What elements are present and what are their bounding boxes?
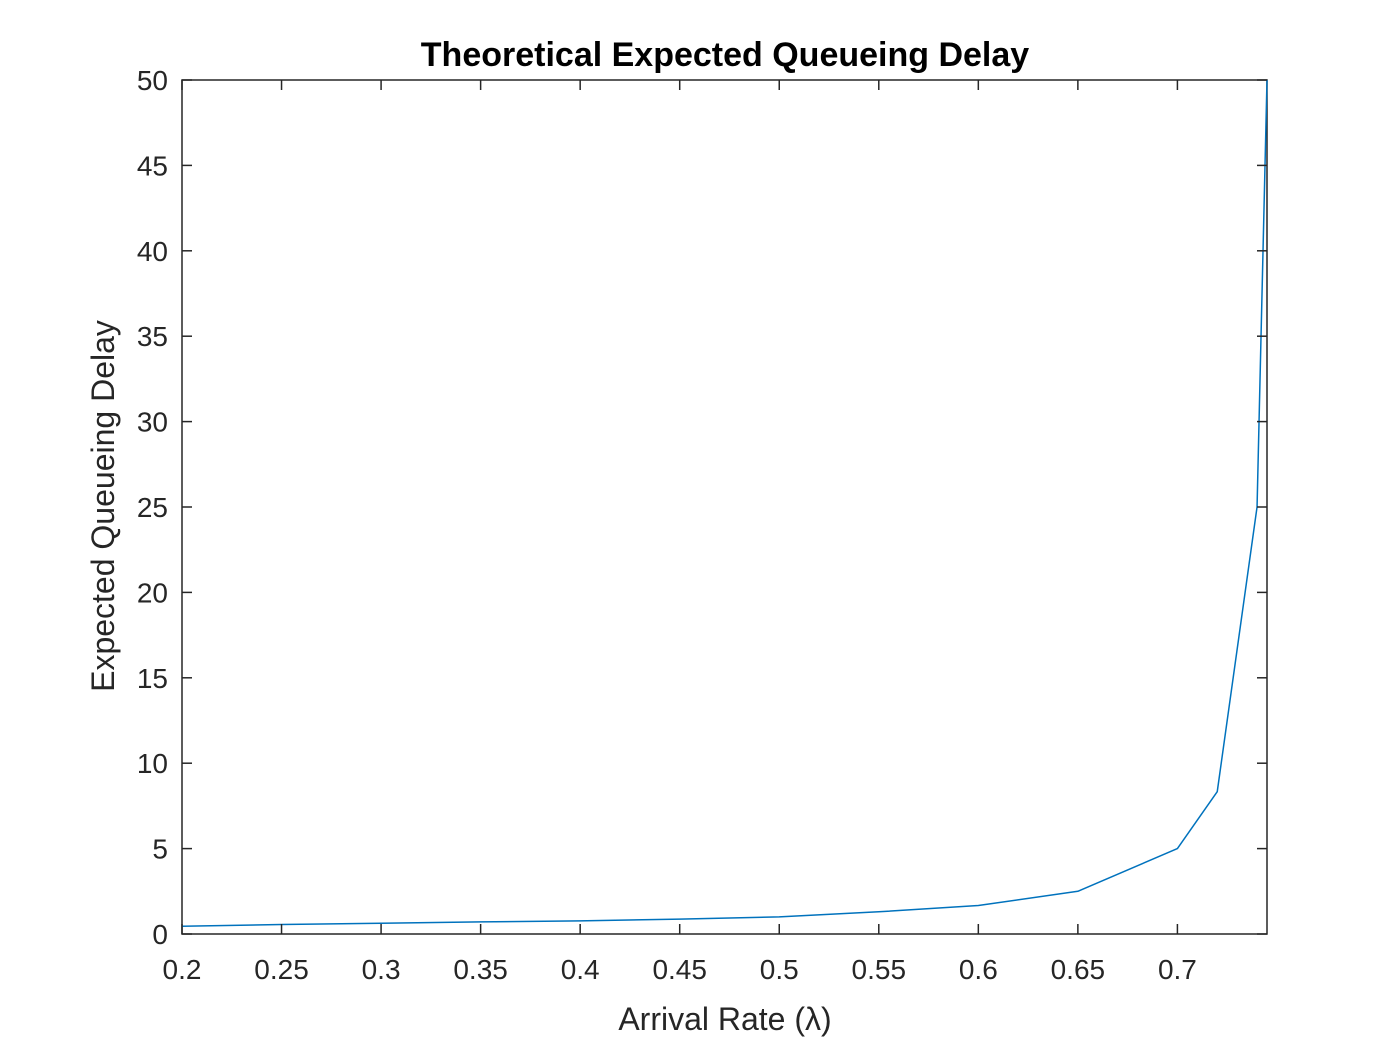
x-tick-label: 0.5	[760, 954, 799, 985]
y-tick-label: 45	[137, 150, 168, 181]
x-tick-label: 0.55	[852, 954, 907, 985]
x-tick-label: 0.4	[561, 954, 600, 985]
chart-title: Theoretical Expected Queueing Delay	[421, 36, 1030, 74]
x-tick-label: 0.7	[1158, 954, 1197, 985]
x-tick-label: 0.45	[652, 954, 707, 985]
x-tick-label: 0.35	[453, 954, 508, 985]
y-tick-label: 30	[137, 407, 168, 438]
x-tick-label: 0.65	[1051, 954, 1106, 985]
axes-box	[181, 79, 1268, 935]
y-tick-label: 15	[137, 663, 168, 694]
y-tick-label: 50	[137, 65, 168, 96]
y-tick-label: 25	[137, 492, 168, 523]
x-tick-label: 0.25	[254, 954, 309, 985]
x-tick-label: 0.6	[959, 954, 998, 985]
x-axis-label: Arrival Rate (λ)	[618, 1001, 831, 1037]
y-tick-label: 5	[152, 834, 168, 865]
y-tick-label: 10	[137, 748, 168, 779]
y-tick-label: 40	[137, 236, 168, 267]
plot-area: 0.2 0.25 0.3 0.35 0.4 0.45 0.5 0.55 0.6 0.65 0.7 0 5…	[137, 65, 1268, 985]
x-tick-label: 0.3	[362, 954, 401, 985]
y-tick-label: 20	[137, 577, 168, 608]
series-line-1	[181, 79, 1268, 928]
y-tick-label: 0	[152, 919, 168, 950]
y-axis-label: Expected Queueing Delay	[85, 320, 121, 692]
x-tick-label: 0.2	[163, 954, 202, 985]
y-tick-label: 35	[137, 321, 168, 352]
